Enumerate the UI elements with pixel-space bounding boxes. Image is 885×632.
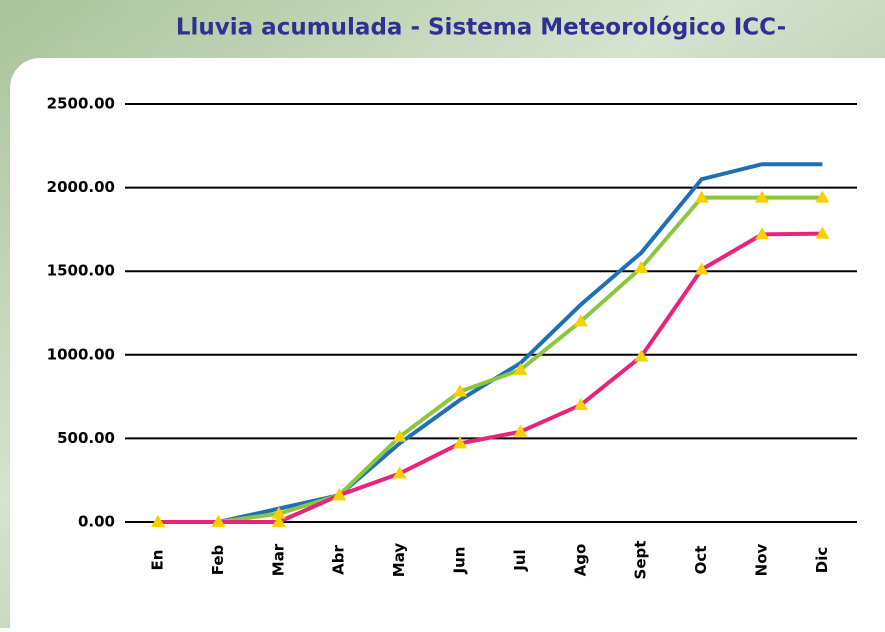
x-tick-label: May bbox=[390, 543, 408, 578]
y-tick-label: 1500.00 bbox=[47, 262, 115, 280]
x-tick-label: En bbox=[149, 550, 167, 571]
chart-title: Lluvia acumulada - Sistema Meteorológico… bbox=[176, 15, 786, 41]
y-tick-label: 1000.00 bbox=[47, 345, 115, 363]
x-tick-label: Jul bbox=[511, 549, 529, 571]
x-tick-label: Jun bbox=[451, 547, 469, 575]
x-tick-label: Feb bbox=[209, 544, 227, 575]
chart: Lluvia acumulada - Sistema Meteorológico… bbox=[0, 0, 885, 628]
x-tick-label: Ago bbox=[571, 544, 589, 577]
y-tick-label: 2500.00 bbox=[47, 95, 115, 113]
y-tick-label: 0.00 bbox=[78, 513, 115, 531]
x-tick-label: Abr bbox=[330, 545, 348, 575]
x-tick-label: Nov bbox=[753, 543, 771, 576]
y-tick-label: 2000.00 bbox=[47, 178, 115, 196]
x-tick-label: Mar bbox=[269, 543, 287, 576]
x-tick-label: Sept bbox=[632, 541, 650, 580]
x-tick-label: Dic bbox=[813, 547, 831, 573]
panel bbox=[10, 58, 885, 628]
x-tick-label: Oct bbox=[692, 546, 710, 575]
y-tick-label: 500.00 bbox=[57, 429, 115, 447]
